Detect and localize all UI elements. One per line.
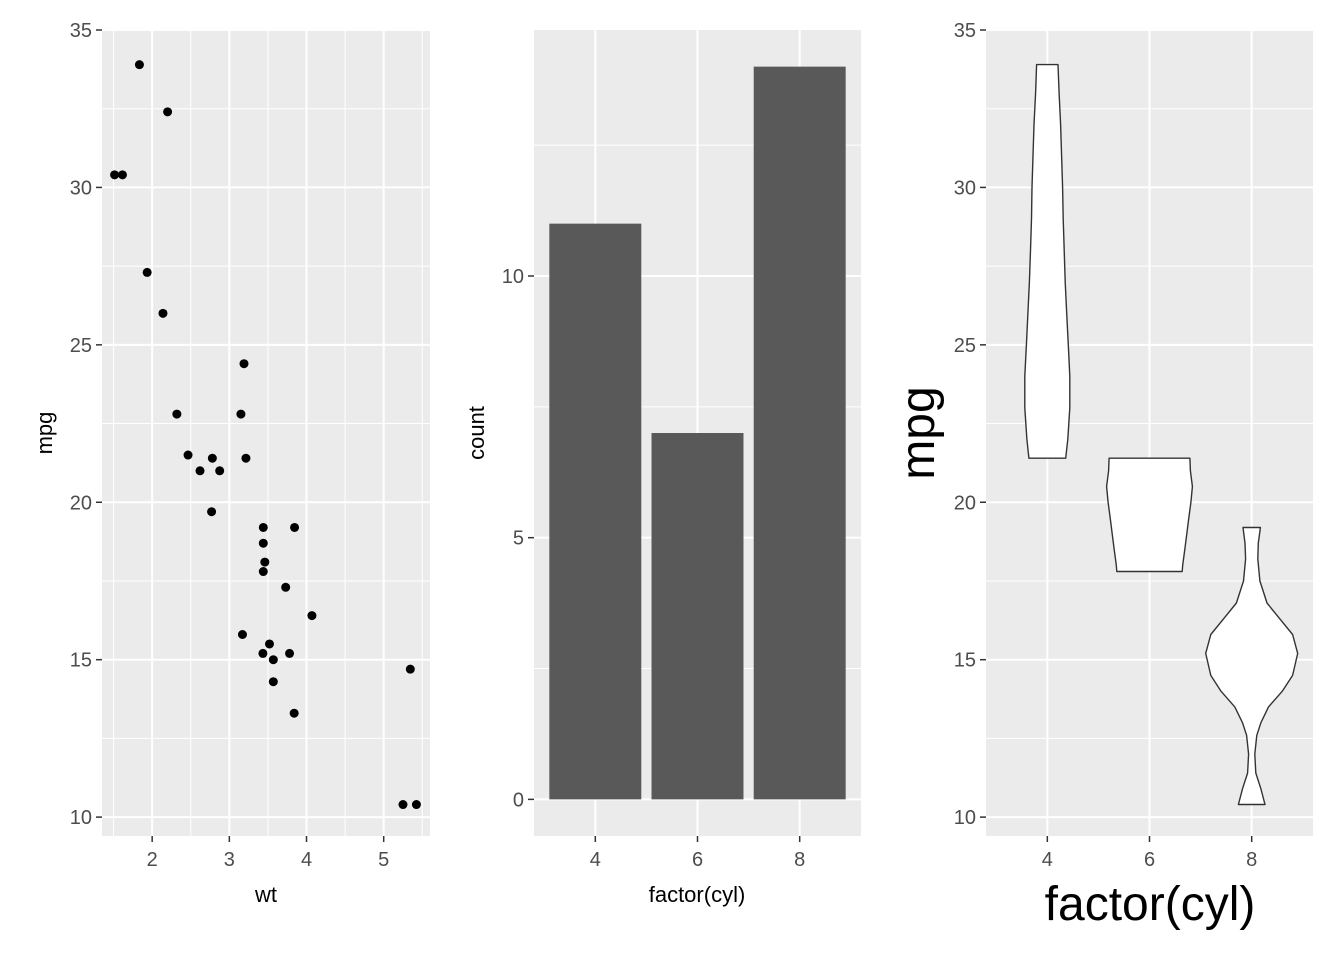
x-tick-label: 4 <box>1042 849 1053 871</box>
scatter-point <box>142 267 152 277</box>
scatter-point <box>258 538 268 548</box>
scatter-point <box>268 677 278 687</box>
y-tick-label: 30 <box>70 177 92 199</box>
y-tick-label: 15 <box>70 650 92 672</box>
scatter-point <box>239 359 249 369</box>
scatter-y-axis-title: mpg <box>32 412 57 455</box>
scatter-point <box>110 170 120 180</box>
scatter-point <box>260 557 270 567</box>
y-tick-label: 10 <box>954 807 976 829</box>
scatter-point <box>290 522 300 532</box>
scatter-point <box>236 409 246 419</box>
y-tick-label: 35 <box>954 20 976 42</box>
scatter-point <box>268 655 278 665</box>
x-tick-label: 4 <box>301 849 312 871</box>
bar-x-axis-title: factor(cyl) <box>649 882 746 907</box>
violin-4 <box>1024 63 1071 459</box>
scatter-point <box>215 466 225 476</box>
scatter-point <box>195 466 205 476</box>
scatter-panel: 10 15 20 25 30 35 2 3 4 5 wt mpg <box>32 20 430 907</box>
bar-4 <box>549 223 642 800</box>
scatter-plot-background <box>102 30 430 836</box>
scatter-point <box>172 409 182 419</box>
x-tick-label: 6 <box>1144 849 1155 871</box>
bar-6 <box>651 433 744 800</box>
scatter-x-axis: 2 3 4 5 <box>147 836 389 871</box>
scatter-point <box>158 308 168 318</box>
x-tick-label: 3 <box>224 849 235 871</box>
y-tick-label: 25 <box>954 335 976 357</box>
scatter-point <box>117 170 127 180</box>
scatter-point <box>207 507 217 517</box>
y-tick-label: 30 <box>954 177 976 199</box>
bar-y-axis-title: count <box>464 406 489 460</box>
scatter-point <box>183 450 193 460</box>
scatter-point <box>307 611 317 621</box>
scatter-point <box>207 453 217 463</box>
bar-bars <box>549 66 846 800</box>
bar-y-axis: 0 5 10 <box>502 266 534 811</box>
scatter-point <box>398 800 408 810</box>
violin-8 <box>1205 526 1299 806</box>
scatter-point <box>237 630 247 639</box>
scatter-point <box>405 664 415 674</box>
violin-6 <box>1105 457 1194 573</box>
scatter-point <box>134 60 144 70</box>
scatter-gridlines <box>102 29 430 836</box>
scatter-point <box>241 453 251 463</box>
scatter-point <box>258 648 268 658</box>
scatter-point <box>285 648 295 658</box>
scatter-point <box>163 107 173 117</box>
scatter-point <box>258 522 268 532</box>
scatter-points <box>110 60 421 810</box>
y-tick-label: 20 <box>954 492 976 514</box>
bar-panel: 0 5 10 4 6 8 factor(cyl) count <box>464 30 861 907</box>
scatter-y-axis: 10 15 20 25 30 35 <box>70 20 102 829</box>
violin-shapes <box>1024 63 1299 806</box>
y-tick-label: 10 <box>70 807 92 829</box>
violin-x-axis-title: factor(cyl) <box>1045 878 1256 931</box>
x-tick-label: 5 <box>378 849 389 871</box>
violin-y-axis: 10 15 20 25 30 35 <box>954 20 986 829</box>
y-tick-label: 35 <box>70 20 92 42</box>
x-tick-label: 8 <box>794 849 805 871</box>
scatter-x-axis-title: wt <box>254 882 277 907</box>
bar-8 <box>753 66 846 800</box>
y-tick-label: 20 <box>70 492 92 514</box>
scatter-point <box>411 800 421 810</box>
x-tick-label: 6 <box>692 849 703 871</box>
x-tick-label: 8 <box>1246 849 1257 871</box>
y-tick-label: 0 <box>513 789 524 811</box>
scatter-point <box>264 639 274 649</box>
violin-panel: 10 15 20 25 30 35 4 6 8 factor(cyl) mpg <box>892 20 1313 931</box>
violin-x-axis: 4 6 8 <box>1042 836 1257 871</box>
scatter-point <box>281 582 291 592</box>
y-tick-label: 10 <box>502 266 524 288</box>
scatter-point <box>258 567 268 577</box>
x-tick-label: 2 <box>147 849 158 871</box>
y-tick-label: 15 <box>954 650 976 672</box>
bar-x-axis: 4 6 8 <box>590 836 805 871</box>
y-tick-label: 5 <box>513 528 524 550</box>
scatter-point <box>289 708 299 718</box>
violin-y-axis-title: mpg <box>892 386 945 479</box>
y-tick-label: 25 <box>70 335 92 357</box>
x-tick-label: 4 <box>590 849 601 871</box>
